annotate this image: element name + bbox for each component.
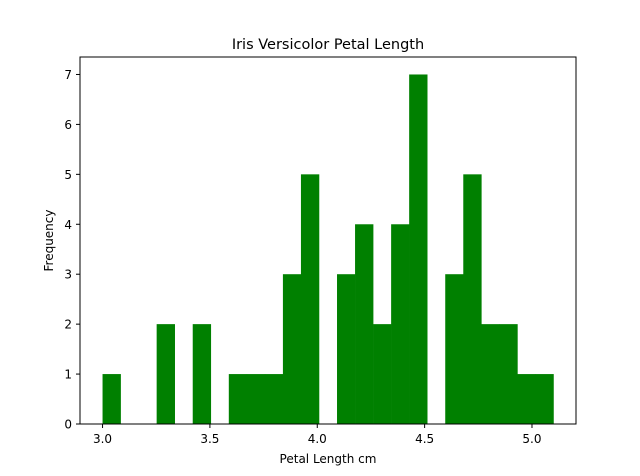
y-tick-label: 7	[64, 68, 72, 82]
histogram-bar	[300, 174, 320, 424]
y-tick-label: 3	[64, 268, 72, 282]
histogram-bar	[481, 324, 500, 424]
histogram-bar	[517, 374, 536, 424]
histogram-bar	[373, 324, 392, 424]
y-tick-label: 4	[64, 218, 72, 232]
histogram-bar	[192, 324, 212, 424]
histogram-bar	[156, 324, 175, 424]
bars-group	[102, 74, 554, 424]
y-tick-label: 1	[64, 368, 72, 382]
histogram-bar	[246, 374, 266, 424]
histogram-bar	[264, 374, 284, 424]
histogram-bar	[391, 224, 410, 424]
chart-title: Iris Versicolor Petal Length	[232, 37, 424, 53]
x-tick-label: 5.0	[522, 432, 541, 446]
x-tick-label: 3.5	[200, 432, 219, 446]
histogram-bar	[535, 374, 554, 424]
histogram-bar	[228, 374, 248, 424]
histogram-bar	[499, 324, 518, 424]
histogram-bar	[282, 274, 302, 424]
histogram-bar	[409, 74, 428, 424]
plot-frame	[79, 56, 577, 425]
x-axis-label: Petal Length cm	[280, 452, 377, 466]
y-tick-label: 5	[64, 168, 72, 182]
histogram-bar	[463, 174, 482, 424]
y-tick-label: 6	[64, 118, 72, 132]
x-axis-ticks: 3.0 3.5 4.0 4.5 5.0	[93, 424, 542, 446]
y-tick-label: 0	[64, 418, 72, 432]
histogram-bar	[355, 224, 374, 424]
histogram-bar	[337, 274, 356, 424]
x-tick-label: 4.5	[415, 432, 434, 446]
y-tick-label: 2	[64, 318, 72, 332]
x-tick-label: 4.0	[308, 432, 327, 446]
y-axis-label: Frequency	[42, 210, 56, 272]
x-tick-label: 3.0	[93, 432, 112, 446]
y-axis-ticks: 0 1 2 3 4 5 6 7	[64, 68, 80, 432]
histogram-bar	[102, 374, 121, 424]
histogram-bar	[445, 274, 464, 424]
